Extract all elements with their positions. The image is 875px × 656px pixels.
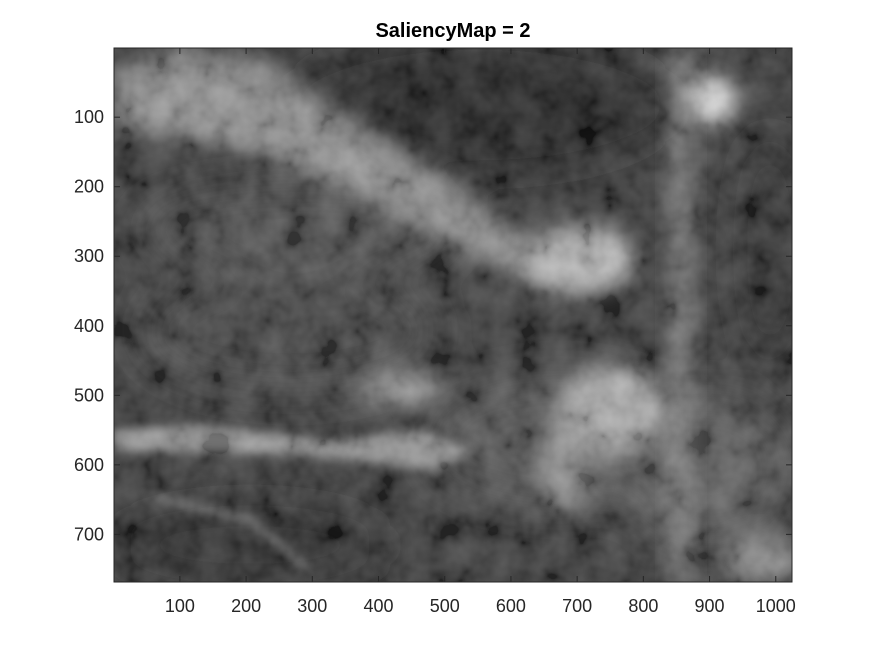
x-tick-label: 1000 xyxy=(756,596,796,616)
y-tick-label: 100 xyxy=(74,107,104,127)
plot-frame xyxy=(113,47,793,583)
x-tick-label: 800 xyxy=(628,596,658,616)
x-tick-label: 600 xyxy=(496,596,526,616)
x-tick-label: 200 xyxy=(231,596,261,616)
x-tick-label: 300 xyxy=(297,596,327,616)
x-tick-label: 100 xyxy=(165,596,195,616)
y-tick-label: 600 xyxy=(74,455,104,475)
saliency-heatmap-image xyxy=(114,48,792,582)
y-axis: 100 200 300 400 500 600 700 xyxy=(74,107,792,544)
x-tick-label: 700 xyxy=(562,596,592,616)
y-tick-label: 700 xyxy=(74,524,104,544)
chart-title: SaliencyMap = 2 xyxy=(375,20,531,42)
y-tick-label: 300 xyxy=(74,246,104,266)
y-tick-label: 400 xyxy=(74,316,104,336)
y-tick-label: 200 xyxy=(74,177,104,197)
y-tick-label: 500 xyxy=(74,385,104,405)
x-tick-label: 400 xyxy=(363,596,393,616)
x-axis: 100 200 300 400 500 600 700 800 900 1000 xyxy=(165,48,796,616)
x-tick-label: 500 xyxy=(430,596,460,616)
x-tick-label: 900 xyxy=(695,596,725,616)
